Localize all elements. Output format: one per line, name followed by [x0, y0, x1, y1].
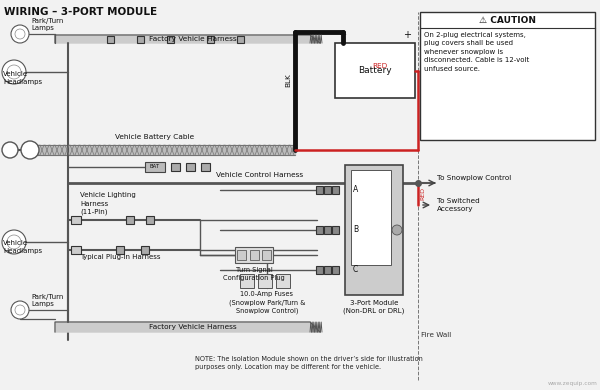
Text: Vehicle Control Harness: Vehicle Control Harness — [217, 172, 304, 178]
Text: C: C — [353, 266, 358, 275]
Circle shape — [11, 301, 29, 319]
Polygon shape — [55, 322, 320, 332]
Bar — [71, 216, 81, 224]
Text: Turn Signal
Configuration Plug: Turn Signal Configuration Plug — [223, 267, 285, 281]
Circle shape — [21, 141, 39, 159]
Bar — [235, 247, 273, 263]
Text: www.zequip.com: www.zequip.com — [548, 381, 598, 386]
Text: Vehicle Lighting
Harness
(11-Pin): Vehicle Lighting Harness (11-Pin) — [80, 193, 136, 215]
Bar — [258, 274, 272, 288]
Text: BAT: BAT — [150, 165, 160, 170]
Bar — [335, 43, 415, 98]
Bar — [206, 35, 214, 43]
Bar — [126, 216, 134, 224]
Text: NOTE: The Isolation Module shown on the driver’s side for illustration
purposes : NOTE: The Isolation Module shown on the … — [195, 356, 423, 370]
Text: Fire Wall: Fire Wall — [421, 332, 451, 338]
Text: 3-Port Module
(Non-DRL or DRL): 3-Port Module (Non-DRL or DRL) — [343, 300, 404, 314]
Text: ⚠ CAUTION: ⚠ CAUTION — [479, 16, 536, 25]
Text: WIRING – 3-PORT MODULE: WIRING – 3-PORT MODULE — [4, 7, 157, 17]
Text: Typical Plug-in Harness: Typical Plug-in Harness — [80, 254, 161, 260]
Text: Factory Vehicle Harness: Factory Vehicle Harness — [149, 36, 236, 42]
Circle shape — [11, 25, 29, 43]
Text: Vehicle
Headlamps: Vehicle Headlamps — [3, 71, 42, 85]
Bar — [250, 250, 259, 260]
Bar — [262, 250, 271, 260]
Text: On 2-plug electrical systems,
plug covers shall be used
whenever snowplow is
dis: On 2-plug electrical systems, plug cover… — [424, 32, 529, 72]
Bar — [236, 35, 244, 43]
Bar — [116, 246, 124, 254]
Text: BLK: BLK — [285, 73, 291, 87]
Bar — [146, 216, 154, 224]
Bar — [323, 226, 331, 234]
Polygon shape — [55, 35, 320, 43]
Bar — [137, 35, 143, 43]
Bar — [167, 35, 173, 43]
Text: Battery: Battery — [358, 66, 392, 75]
Bar — [71, 246, 81, 254]
Text: Factory Vehicle Harness: Factory Vehicle Harness — [149, 324, 236, 330]
Bar — [200, 163, 209, 171]
Circle shape — [392, 225, 402, 235]
Circle shape — [2, 60, 26, 84]
Bar — [276, 274, 290, 288]
Bar — [323, 266, 331, 274]
Text: To Snowplow Control: To Snowplow Control — [437, 175, 511, 181]
Bar — [316, 226, 323, 234]
Bar — [240, 274, 254, 288]
Bar — [345, 165, 403, 295]
Text: Park/Turn
Lamps: Park/Turn Lamps — [31, 294, 64, 307]
Text: B: B — [353, 225, 358, 234]
Text: RED: RED — [420, 188, 425, 200]
Bar — [331, 186, 338, 194]
Bar — [237, 250, 246, 260]
Bar — [141, 246, 149, 254]
Text: 10.0-Amp Fuses
(Snowplow Park/Turn &
Snowplow Control): 10.0-Amp Fuses (Snowplow Park/Turn & Sno… — [229, 291, 305, 314]
Text: Vehicle Battery Cable: Vehicle Battery Cable — [115, 134, 194, 140]
Bar — [420, 12, 595, 140]
Bar — [323, 186, 331, 194]
Text: RED: RED — [373, 62, 388, 69]
Text: Vehicle
Headlamps: Vehicle Headlamps — [3, 240, 42, 254]
Bar — [331, 226, 338, 234]
Circle shape — [2, 142, 18, 158]
Bar — [351, 170, 391, 265]
Circle shape — [2, 230, 26, 254]
Bar — [331, 266, 338, 274]
Text: A: A — [353, 186, 358, 195]
Bar — [107, 35, 113, 43]
Text: −: − — [339, 30, 347, 40]
Text: Park/Turn
Lamps: Park/Turn Lamps — [31, 18, 64, 31]
Bar — [185, 163, 194, 171]
Bar — [145, 162, 165, 172]
Bar — [316, 266, 323, 274]
Text: To Switched
Accessory: To Switched Accessory — [437, 198, 480, 212]
Bar — [170, 163, 179, 171]
Bar — [316, 186, 323, 194]
Text: +: + — [403, 30, 411, 40]
